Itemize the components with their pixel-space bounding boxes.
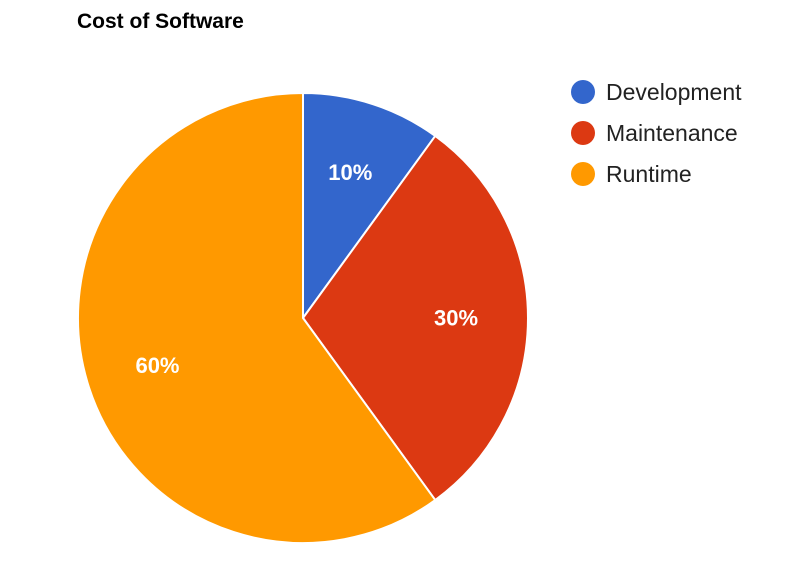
pie-slices	[77, 91, 530, 544]
pie-slice-development	[302, 91, 437, 322]
legend: Development Maintenance Runtime	[571, 79, 742, 187]
slice-label-maintenance: 30%	[434, 306, 478, 331]
legend-marker-maintenance	[571, 121, 595, 145]
pie-slice-labels: 10% 30% 60%	[135, 160, 478, 378]
legend-marker-development	[571, 80, 595, 104]
slice-label-development: 10%	[328, 160, 372, 185]
pie-slice-runtime	[77, 91, 437, 544]
legend-label-development: Development	[606, 79, 742, 105]
chart-title: Cost of Software	[77, 10, 244, 33]
slice-label-runtime: 60%	[135, 353, 179, 378]
legend-label-maintenance: Maintenance	[606, 120, 738, 146]
legend-label-runtime: Runtime	[606, 161, 692, 187]
legend-marker-runtime	[571, 162, 595, 186]
pie-slice-maintenance	[301, 134, 530, 502]
